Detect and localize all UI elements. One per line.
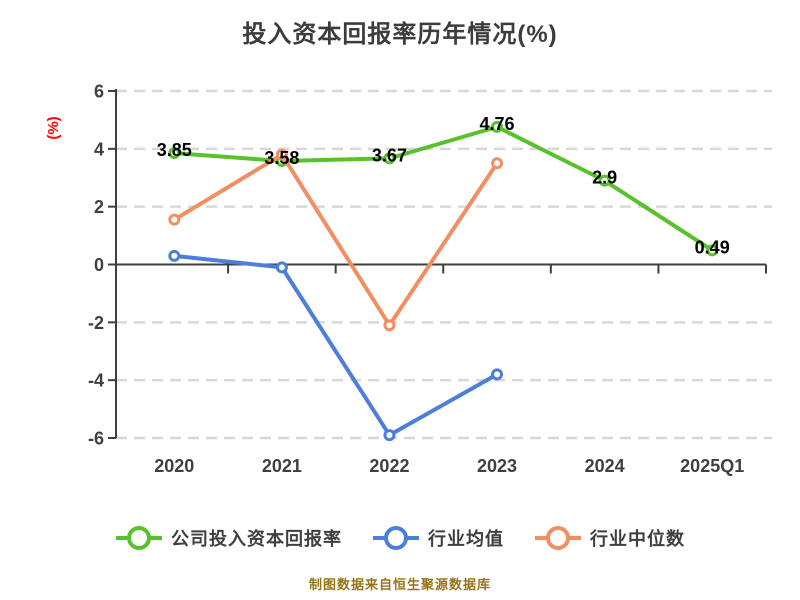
legend-item-industry-mean[interactable]: 行业均值: [372, 523, 504, 553]
legend-label: 行业中位数: [590, 529, 685, 549]
point-value-label: 3.58: [264, 148, 299, 168]
y-axis-unit-label: (%): [45, 116, 62, 139]
y-tick-label: 6: [94, 82, 104, 102]
point-value-label: 3.67: [372, 145, 407, 165]
point-value-label: 0.49: [695, 237, 730, 257]
line-marker-icon: [116, 526, 162, 550]
x-tick-label: 2025Q1: [680, 456, 744, 476]
series-line-0: [172, 124, 715, 253]
data-point: [598, 174, 611, 187]
data-point: [706, 244, 719, 257]
y-tick-label: 0: [94, 255, 104, 275]
data-point: [168, 147, 181, 160]
legend-label: 行业均值: [428, 529, 504, 549]
y-tick-label: -4: [88, 371, 104, 391]
point-value-label: 4.76: [480, 114, 515, 134]
x-tick-label: 2024: [585, 456, 625, 476]
legend-item-company-roic[interactable]: 公司投入资本回报率: [115, 523, 342, 553]
point-value-label: 2.9: [592, 168, 617, 188]
chart-legend: 公司投入资本回报率 行业均值 行业中位数: [0, 520, 800, 556]
chart-title: 投入资本回报率历年情况(%): [242, 21, 558, 48]
legend-label: 公司投入资本回报率: [171, 529, 342, 549]
point-value-label: 3.85: [157, 140, 192, 160]
line-marker-icon: [373, 526, 419, 550]
data-source-watermark: 制图数据来自恒生聚源数据库: [308, 577, 491, 592]
data-point: [383, 429, 396, 442]
x-tick-label: 2021: [262, 456, 302, 476]
data-point: [168, 249, 181, 262]
data-point: [383, 319, 396, 332]
data-point: [383, 152, 396, 165]
legend-item-industry-median[interactable]: 行业中位数: [534, 523, 685, 553]
y-tick-label: 2: [94, 197, 104, 217]
y-tick-label: 4: [94, 139, 104, 159]
x-tick-label: 2022: [369, 456, 409, 476]
data-point: [275, 261, 288, 274]
series-line-2: [172, 152, 500, 328]
data-point: [491, 157, 504, 170]
line-marker-icon: [535, 526, 581, 550]
y-tick-label: -2: [88, 313, 104, 333]
series-line-1: [172, 253, 500, 438]
x-tick-label: 2023: [477, 456, 517, 476]
data-point: [275, 148, 288, 161]
data-point: [168, 213, 181, 226]
data-point: [491, 120, 504, 133]
data-point: [491, 368, 504, 381]
y-tick-label: -6: [88, 429, 104, 449]
x-tick-label: 2020: [154, 456, 194, 476]
